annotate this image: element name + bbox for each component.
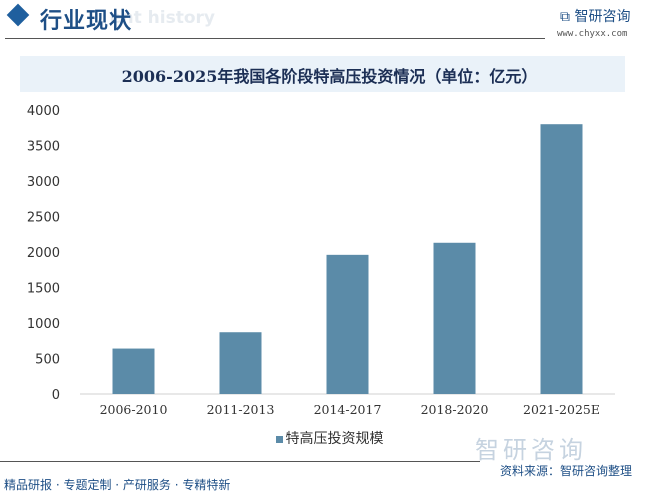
- footer-divider: [0, 461, 480, 462]
- x-tick-label: 2014-2017: [314, 402, 382, 417]
- y-tick-label: 2000: [27, 246, 60, 261]
- legend-swatch: [275, 435, 283, 443]
- bar: [219, 332, 262, 394]
- bar: [540, 124, 583, 394]
- bar: [433, 242, 476, 394]
- x-tick-label: 2018-2020: [421, 402, 489, 417]
- section-title: 行业现状: [40, 9, 133, 34]
- x-tick-label: 2011-2013: [207, 402, 275, 417]
- y-tick-label: 3500: [27, 140, 60, 155]
- legend-label: 特高压投资规模: [285, 431, 384, 447]
- legend: 特高压投资规模: [0, 428, 659, 448]
- y-tick-label: 500: [35, 353, 60, 368]
- chart-title: 2006-2025年我国各阶段特高压投资情况（单位：亿元）: [121, 67, 538, 86]
- y-tick-label: 1500: [27, 282, 60, 297]
- y-tick-label: 2500: [27, 211, 60, 226]
- footer-logo: 智研咨询: [475, 436, 587, 464]
- bar: [326, 254, 369, 394]
- divider: [5, 38, 545, 39]
- title-band: [20, 56, 625, 92]
- source-note: 资料来源：智研咨询整理: [500, 464, 633, 478]
- logo-name: 智研咨询: [574, 9, 631, 25]
- footer-tagline: 精品研报 · 专题定制 · 产研服务 · 专精特新: [4, 478, 231, 492]
- x-tick-label: 2006-2010: [100, 402, 168, 417]
- header-ghost-text: ent history: [110, 8, 215, 28]
- bar: [112, 348, 155, 394]
- logo-url: www.chyxx.com: [557, 29, 628, 39]
- y-tick-label: 3000: [27, 175, 60, 190]
- y-tick-label: 4000: [27, 104, 60, 119]
- y-tick-label: 0: [52, 388, 60, 403]
- logo-icon: ⧉: [560, 9, 575, 25]
- x-tick-label: 2021-2025E: [523, 402, 600, 417]
- y-tick-label: 1000: [27, 317, 60, 332]
- logo: ⧉ 智研咨询: [560, 6, 630, 26]
